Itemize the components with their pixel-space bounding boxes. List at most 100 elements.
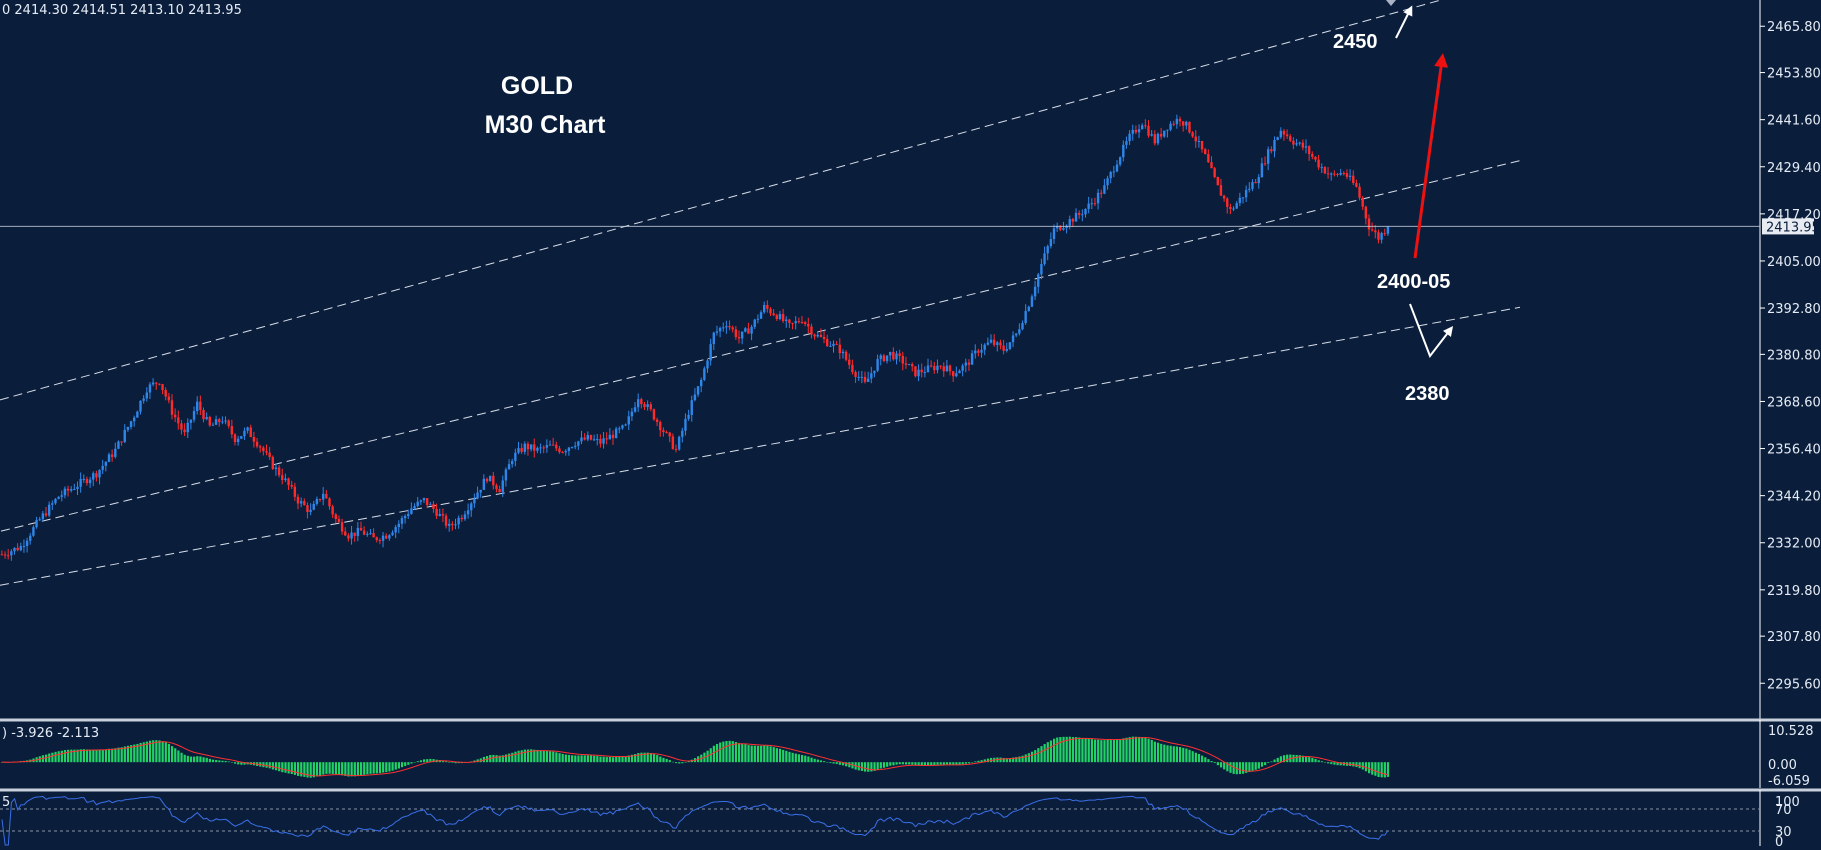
candle-body (1267, 149, 1270, 164)
candle-body (895, 353, 898, 360)
candle (936, 359, 939, 374)
candle (463, 510, 467, 521)
macd-bar (1371, 762, 1374, 775)
top-marker-icon (1386, 0, 1396, 6)
candle (794, 316, 797, 330)
candle (347, 533, 350, 542)
macd-bar (763, 745, 766, 763)
candle-body (170, 400, 174, 415)
macd-bar (448, 762, 451, 763)
macd-bar (1156, 742, 1160, 763)
candle-body (507, 464, 511, 470)
candle (214, 415, 218, 426)
candle (668, 431, 671, 443)
candle-body (485, 478, 489, 482)
candle (199, 395, 202, 416)
macd-bar (712, 745, 715, 763)
candle (1166, 129, 1169, 138)
candle (700, 377, 703, 393)
macd-bar (637, 753, 640, 763)
candle-body (1361, 197, 1364, 207)
candle (665, 430, 668, 434)
macd-bar (1191, 751, 1194, 763)
candle (1204, 147, 1207, 155)
macd-bar (1386, 762, 1390, 777)
trend-line (0, 306, 1521, 586)
candle (425, 498, 429, 509)
candle-body (299, 501, 303, 504)
candle (16, 543, 19, 552)
candle (810, 323, 813, 339)
candle-body (693, 394, 697, 401)
candle-body (164, 389, 167, 397)
candle-body (350, 532, 353, 539)
candle (781, 308, 785, 323)
macd-bar (297, 762, 300, 776)
candle-body (57, 496, 60, 499)
price-pane[interactable]: 2465.802453.802441.602429.402417.202405.… (0, 0, 1821, 720)
candle (375, 536, 378, 543)
candle-body (104, 461, 108, 466)
candle-body (703, 368, 706, 380)
candle-body (1383, 233, 1386, 235)
candle-body (570, 447, 574, 449)
candle (1106, 175, 1109, 190)
candle-body (306, 505, 309, 513)
candle-body (810, 326, 813, 335)
candle (25, 537, 29, 553)
candle (19, 542, 22, 552)
macd-bar (760, 745, 763, 763)
candle-body (1150, 134, 1153, 136)
macd-bar (517, 750, 520, 763)
macd-bar (967, 762, 971, 764)
candle-body (340, 522, 344, 532)
macd-bar (341, 762, 344, 776)
candle (309, 503, 312, 516)
macd-bar (949, 762, 952, 765)
candle-body (177, 417, 180, 424)
macd-bar (382, 762, 385, 773)
candle-body (1270, 149, 1273, 152)
macd-bar (807, 756, 810, 763)
macd-bar (1238, 762, 1242, 775)
macd-bar (322, 762, 325, 775)
macd-bar (1188, 749, 1191, 763)
macd-bar (385, 762, 388, 773)
candle-body (756, 318, 760, 320)
candle-body (391, 532, 394, 536)
candle-body (236, 438, 240, 443)
candle-body (901, 355, 904, 364)
candle-body (60, 495, 63, 497)
candle-body (665, 432, 668, 434)
candle-body (1018, 329, 1021, 334)
candle-body (989, 339, 993, 343)
candle-body (1216, 177, 1219, 186)
candle-body (800, 322, 804, 324)
macd-pane[interactable]: ) -3.926 -2.113 10.528 0.00 -6.059 (0, 718, 1821, 789)
candle (1131, 124, 1134, 141)
rsi-pane[interactable]: 5 100 70 30 0 (0, 788, 1821, 850)
ohlc-header: 0 2414.30 2414.51 2413.10 2413.95 (2, 3, 242, 18)
candle-body (1106, 178, 1109, 186)
candle-body (630, 411, 634, 417)
candle (989, 334, 993, 344)
candle-body (1248, 188, 1251, 190)
macd-bar (927, 762, 930, 766)
candle-body (766, 304, 769, 309)
macd-bar (681, 762, 684, 764)
macd-bar (117, 747, 120, 763)
macd-bar (577, 755, 580, 763)
candle-body (696, 386, 700, 395)
macd-bar (1245, 762, 1248, 773)
macd-bar (1276, 757, 1279, 763)
price-tick-label: 2429.40 (1767, 161, 1821, 176)
candle (952, 370, 955, 382)
macd-bar (1301, 755, 1305, 763)
macd-bar (114, 748, 117, 763)
candle (38, 516, 41, 522)
candle (133, 415, 136, 427)
candle-body (567, 447, 571, 451)
candle-body (246, 427, 249, 431)
macd-bar (101, 749, 104, 763)
